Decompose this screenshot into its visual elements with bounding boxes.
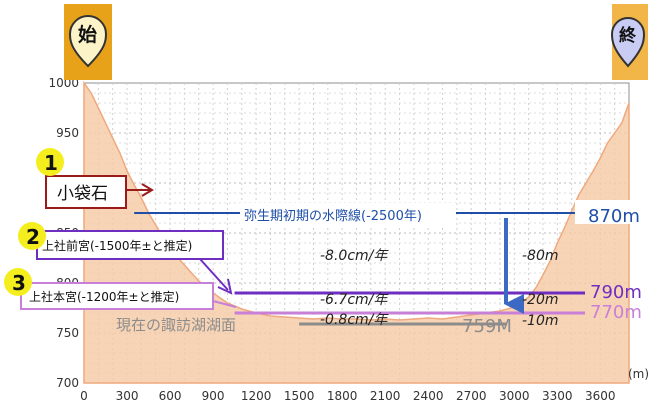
x-tick-label: 3000: [499, 389, 530, 403]
callout-3-label: 上社本宮(-1200年±と推定): [29, 289, 179, 304]
callout-1-label: 小袋石: [57, 184, 108, 204]
circle-2: [18, 222, 46, 250]
circle-2-num: 2: [26, 225, 40, 249]
value-790: 790m: [590, 282, 642, 303]
circle-3: [4, 268, 32, 296]
circle-1: [36, 148, 64, 176]
label-current-lake: 現在の諏訪湖湖面: [116, 316, 236, 334]
callout-1-box: [45, 175, 127, 209]
drop-2: -20m: [522, 292, 559, 308]
rate-1: -8.0cm/年: [320, 248, 389, 264]
start-marker-label: 始: [78, 23, 97, 46]
x-tick-label: 300: [116, 389, 139, 403]
end-marker: 終: [610, 4, 648, 80]
start-marker: 始: [64, 4, 112, 80]
label-870-line: 弥生期初期の水際線(-2500年): [244, 208, 422, 224]
x-tick-label: 0: [80, 389, 88, 403]
callout-2-label: 上社前宮(-1500年±と推定): [42, 238, 192, 253]
y-tick-label: 750: [56, 326, 79, 340]
x-tick-label: 1800: [327, 389, 358, 403]
value-759: 759M: [462, 316, 512, 337]
x-tick-label: 2700: [456, 389, 487, 403]
value-770: 770m: [590, 302, 642, 323]
callout-3-box: [20, 282, 214, 310]
x-tick-label: 1200: [241, 389, 272, 403]
x-tick-label: 600: [159, 389, 182, 403]
x-tick-label: 1500: [284, 389, 315, 403]
x-tick-label: 3300: [542, 389, 573, 403]
callout-2-arrow: [199, 258, 229, 291]
end-marker-label: 終: [619, 25, 637, 46]
x-unit-label: (m): [628, 367, 649, 381]
y-tick-label: 700: [56, 376, 79, 390]
x-tick-label: 2100: [370, 389, 401, 403]
rate-3: -0.8cm/年: [320, 312, 389, 328]
callout-3-arrow: [212, 300, 237, 308]
x-tick-label: 2400: [413, 389, 444, 403]
elevation-profile: [83, 80, 630, 384]
callout-2-box: [36, 230, 224, 260]
drop-1: -80m: [522, 248, 559, 264]
rate-2: -6.7cm/年: [320, 292, 389, 308]
elevation-area: [83, 80, 630, 384]
drop-3: -10m: [522, 313, 559, 329]
x-tick-label: 3600: [585, 389, 616, 403]
x-tick-label: 900: [202, 389, 225, 403]
circle-1-num: 1: [44, 151, 58, 175]
circle-3-num: 3: [12, 271, 26, 295]
value-870: 870m: [588, 206, 640, 227]
y-tick-label: 950: [56, 126, 79, 140]
